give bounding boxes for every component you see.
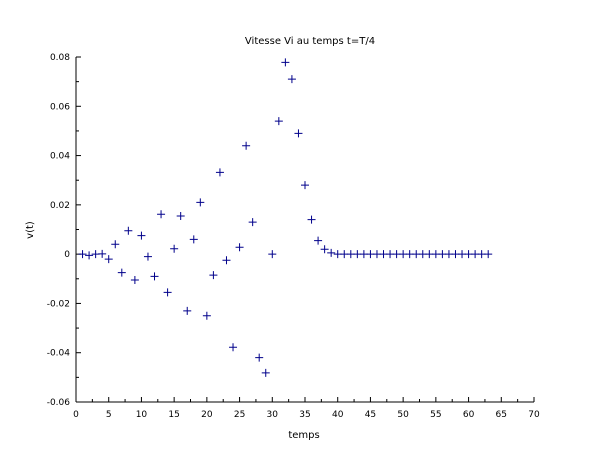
data-point: [124, 226, 133, 235]
data-point: [78, 250, 87, 259]
data-point: [104, 255, 113, 264]
data-point: [255, 353, 264, 362]
data-point: [98, 249, 107, 258]
data-point: [150, 272, 159, 281]
y-tick-label: 0: [64, 250, 70, 260]
y-tick-label: 0.04: [50, 152, 70, 162]
x-tick-label: 35: [299, 410, 310, 420]
data-point: [307, 215, 316, 224]
x-tick-label: 70: [528, 410, 540, 420]
data-point: [261, 368, 270, 377]
data-point: [320, 245, 329, 254]
x-tick-label: 40: [332, 410, 344, 420]
data-point: [222, 256, 231, 265]
x-axis-label: temps: [288, 430, 319, 441]
data-point: [235, 243, 244, 252]
data-point: [229, 343, 238, 352]
x-tick-label: 5: [106, 410, 112, 420]
data-point: [484, 250, 493, 259]
data-point: [287, 75, 296, 84]
data-point: [117, 268, 126, 277]
x-tick-label: 45: [365, 410, 376, 420]
y-tick-label: -0.04: [47, 349, 71, 359]
data-points: [78, 58, 493, 377]
data-point: [189, 235, 198, 244]
data-point: [209, 271, 218, 280]
data-point: [170, 244, 179, 253]
x-tick-label: 60: [463, 410, 475, 420]
x-tick-label: 15: [168, 410, 179, 420]
data-point: [268, 250, 277, 259]
data-point: [294, 129, 303, 138]
y-tick-label: 0.02: [50, 201, 70, 211]
data-point: [202, 311, 211, 320]
x-tick-label: 50: [397, 410, 409, 420]
data-point: [176, 211, 185, 220]
data-point: [242, 141, 251, 150]
x-tick-label: 65: [496, 410, 507, 420]
data-point: [183, 306, 192, 315]
data-point: [215, 168, 224, 177]
x-tick-label: 25: [234, 410, 245, 420]
y-axis-label: v(t): [25, 221, 36, 239]
data-point: [111, 240, 120, 249]
data-point: [274, 117, 283, 126]
x-tick-label: 20: [201, 410, 213, 420]
y-tick-label: -0.06: [47, 398, 71, 408]
data-point: [85, 251, 94, 260]
x-tick-label: 30: [267, 410, 279, 420]
data-point: [130, 276, 139, 285]
y-tick-label: 0.08: [50, 53, 70, 63]
x-tick-label: 0: [73, 410, 79, 420]
data-point: [196, 198, 205, 207]
data-point: [327, 248, 336, 257]
data-point: [248, 218, 257, 227]
data-point: [281, 58, 290, 67]
data-point: [137, 231, 146, 240]
data-point: [143, 252, 152, 261]
data-point: [157, 210, 166, 219]
y-tick-label: -0.02: [47, 299, 70, 309]
data-point: [314, 236, 323, 245]
chart-title: Vitesse Vi au temps t=T/4: [245, 36, 375, 47]
y-tick-label: 0.06: [50, 102, 70, 112]
x-tick-label: 55: [430, 410, 441, 420]
data-point: [301, 181, 309, 190]
axes: 0 5 10 15 20 25 30 35 40 45 50 55 60 65 70 -0.06 -0.04 -0…: [47, 53, 540, 420]
x-tick-label: 10: [136, 410, 148, 420]
data-point: [163, 288, 172, 297]
